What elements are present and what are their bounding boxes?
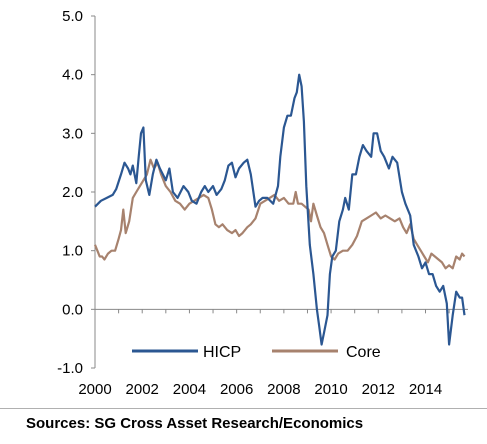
legend: HICP Core [132,344,381,361]
x-tick-label: 2000 [78,381,111,398]
y-tick-label: 3.0 [62,125,83,142]
legend-label-core: Core [346,344,381,361]
series-line-core [93,158,466,270]
series-line-hicp [94,73,466,346]
y-tick-label: 2.0 [62,184,83,201]
x-tick-label: 2004 [173,381,206,398]
legend-label-hicp: HICP [203,344,241,361]
x-tick-label: 2010 [314,381,347,398]
source-note: Sources: SG Cross Asset Research/Economi… [26,415,364,432]
source-footer: Sources: SG Cross Asset Research/Economi… [0,408,487,444]
x-tick-label: 2012 [362,381,395,398]
y-tick-label: 4.0 [62,67,83,84]
y-tick-label: 1.0 [62,243,83,260]
x-tick-label: 2008 [267,381,300,398]
series-lines [93,73,466,346]
y-tick-label: -1.0 [57,360,83,377]
x-tick-label: 2014 [409,381,442,398]
y-tick-label: 0.0 [62,301,83,318]
x-tick-label: 2002 [126,381,159,398]
x-axis-tick-labels: 2000 2002 2004 2006 2008 2010 2012 2014 [78,309,450,398]
line-chart: -1.00.01.02.03.04.05.0 2000 2002 2004 2006 2… [57,8,468,398]
axes [94,16,468,368]
y-tick-label: 5.0 [62,8,83,25]
x-tick-label: 2006 [220,381,253,398]
y-axis-tick-labels: -1.0 0.0 1.0 2.0 3.0 4.0 5.0 [57,8,95,377]
